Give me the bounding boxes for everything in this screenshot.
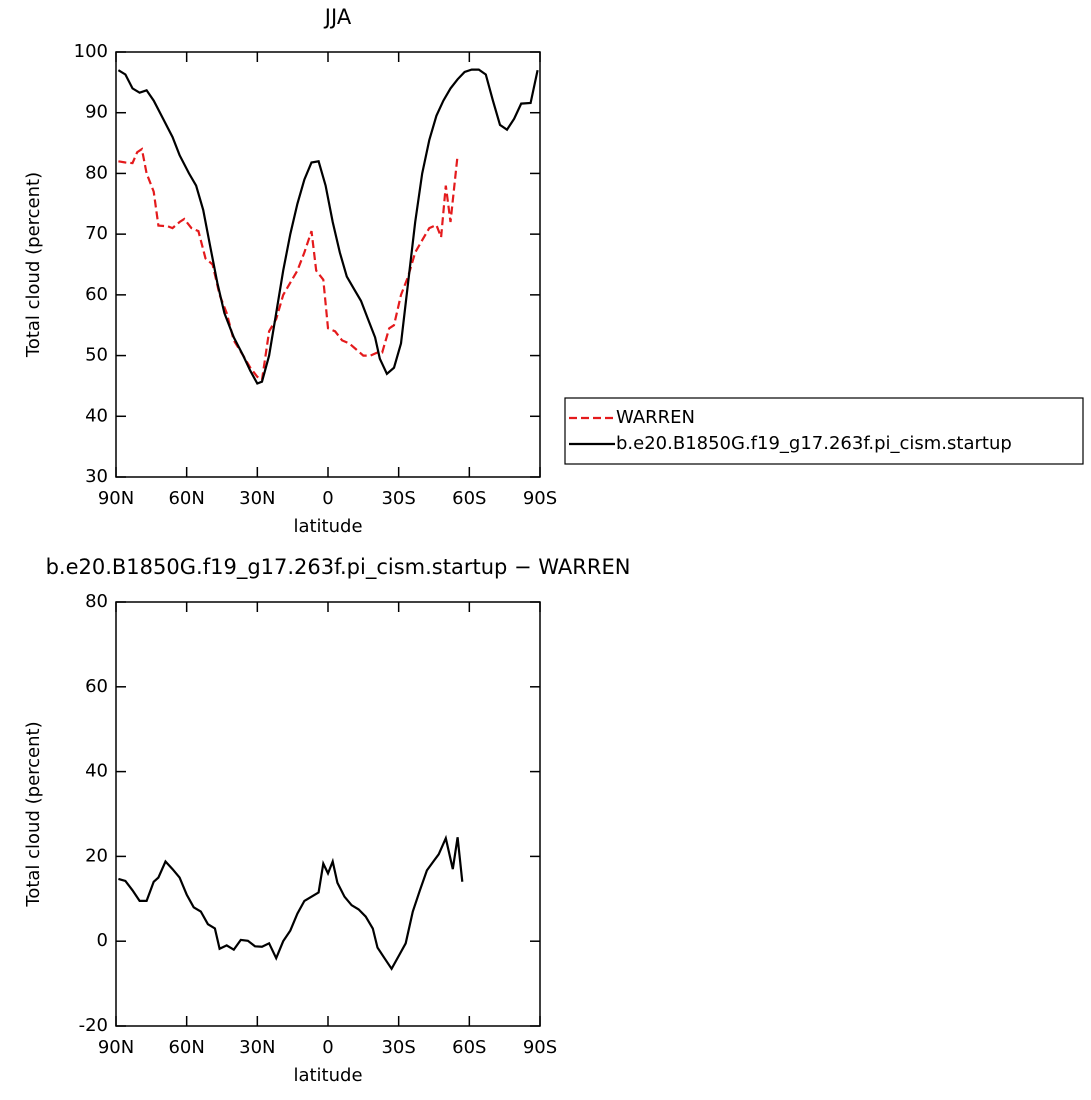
x-tick-label: 30S: [381, 488, 415, 509]
x-tick-label: 0: [322, 1037, 333, 1058]
chart-title: b.e20.B1850G.f19_g17.263f.pi_cism.startu…: [46, 555, 631, 580]
y-tick-label: 60: [85, 676, 108, 697]
y-tick-label: 30: [85, 466, 108, 487]
x-axis-label: latitude: [293, 1065, 362, 1086]
x-tick-label: 90S: [523, 488, 557, 509]
y-tick-label: 100: [74, 41, 108, 62]
x-tick-label: 30S: [381, 1037, 415, 1058]
chart-title: JJA: [323, 5, 352, 29]
y-tick-label: 60: [85, 284, 108, 305]
legend-label: b.e20.B1850G.f19_g17.263f.pi_cism.startu…: [616, 433, 1012, 454]
y-tick-label: 0: [97, 930, 108, 951]
y-tick-label: 90: [85, 102, 108, 123]
plot-frame: [115, 601, 541, 1027]
data-line: [117, 68, 539, 385]
y-tick-label: 70: [85, 223, 108, 244]
y-tick-label: 80: [85, 162, 108, 183]
x-tick-label: 60S: [452, 1037, 486, 1058]
x-tick-label: 90N: [98, 488, 134, 509]
data-line: [118, 147, 459, 382]
x-tick-label: 90S: [523, 1037, 557, 1058]
x-tick-label: 30N: [239, 488, 275, 509]
legend-label: WARREN: [616, 407, 695, 428]
x-tick-label: 30N: [239, 1037, 275, 1058]
plot-frame: [115, 51, 541, 478]
x-tick-label: 0: [322, 488, 333, 509]
x-tick-label: 60N: [168, 1037, 204, 1058]
y-tick-label: 40: [85, 405, 108, 426]
y-tick-label: 50: [85, 345, 108, 366]
y-tick-label: 80: [85, 591, 108, 612]
y-axis-label: Total cloud (percent): [23, 721, 44, 907]
x-tick-label: 90N: [98, 1037, 134, 1058]
y-tick-label: 20: [85, 845, 108, 866]
y-tick-label: -20: [79, 1015, 108, 1036]
x-tick-label: 60N: [168, 488, 204, 509]
legend-box: [564, 397, 1084, 465]
y-tick-label: 40: [85, 761, 108, 782]
y-axis-label: Total cloud (percent): [23, 172, 44, 358]
x-axis-label: latitude: [293, 516, 362, 537]
data-line: [118, 834, 464, 971]
x-tick-label: 60S: [452, 488, 486, 509]
